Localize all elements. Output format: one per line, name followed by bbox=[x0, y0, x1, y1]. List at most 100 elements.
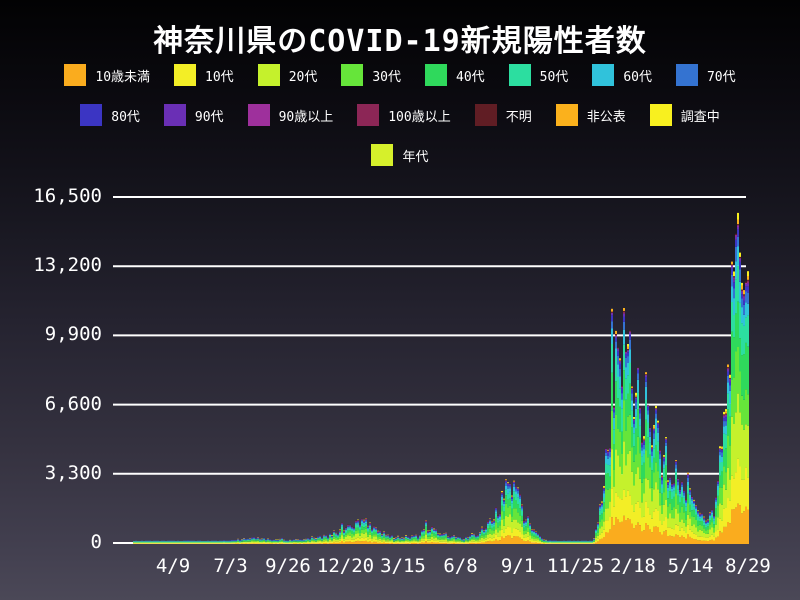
stack-segment bbox=[629, 362, 631, 384]
stack-segment bbox=[623, 308, 625, 311]
stack-segment bbox=[737, 347, 739, 394]
stack-segment bbox=[313, 543, 315, 544]
stack-segment bbox=[699, 536, 701, 541]
stack-segment bbox=[659, 451, 661, 453]
stack-segment bbox=[263, 542, 265, 544]
stack-segment bbox=[427, 535, 429, 537]
legend-label: 70代 bbox=[706, 69, 736, 85]
stack-segment bbox=[435, 540, 437, 543]
stack-segment bbox=[253, 538, 255, 540]
stack-segment bbox=[599, 506, 601, 507]
stack-segment bbox=[509, 486, 511, 489]
stack-segment bbox=[725, 472, 727, 490]
stack-segment bbox=[381, 541, 383, 543]
stack-segment bbox=[615, 341, 617, 349]
stack-segment bbox=[747, 276, 749, 280]
stack-segment bbox=[265, 543, 267, 544]
stack-segment bbox=[531, 542, 533, 544]
stack-segment bbox=[625, 399, 627, 431]
stack-segment bbox=[431, 536, 433, 540]
stack-segment bbox=[603, 489, 605, 491]
stack-segment bbox=[271, 543, 273, 544]
stack-segment bbox=[727, 368, 729, 370]
stack-segment bbox=[515, 508, 517, 520]
stack-segment bbox=[633, 419, 635, 420]
stack-segment bbox=[689, 492, 691, 495]
stack-segment bbox=[263, 541, 265, 543]
stack-segment bbox=[463, 541, 465, 543]
stack-segment bbox=[683, 530, 685, 538]
stack-segment bbox=[699, 517, 701, 519]
stack-segment bbox=[533, 534, 535, 537]
stack-segment bbox=[665, 452, 667, 466]
stack-segment bbox=[361, 533, 363, 538]
stack-segment bbox=[607, 449, 609, 451]
stack-segment bbox=[395, 541, 397, 543]
stack-segment bbox=[321, 539, 323, 541]
stack-segment bbox=[367, 528, 369, 530]
stack-segment bbox=[375, 530, 377, 532]
stack-segment bbox=[397, 541, 399, 543]
stack-segment bbox=[631, 387, 633, 389]
stack-segment bbox=[419, 541, 421, 543]
stack-segment bbox=[673, 529, 675, 537]
stack-segment bbox=[743, 296, 745, 298]
stack-segment bbox=[641, 465, 643, 483]
stack-segment bbox=[345, 532, 347, 535]
stack-segment bbox=[307, 540, 309, 541]
stack-segment bbox=[459, 538, 461, 540]
stack-segment bbox=[293, 543, 295, 544]
stack-segment bbox=[351, 529, 353, 531]
stack-segment bbox=[249, 541, 251, 543]
stack-segment bbox=[443, 535, 445, 537]
stack-segment bbox=[255, 540, 257, 542]
stack-segment bbox=[629, 349, 631, 363]
stack-segment bbox=[303, 542, 305, 543]
stack-segment bbox=[475, 539, 477, 541]
stack-segment bbox=[599, 510, 601, 516]
stack-segment bbox=[645, 478, 647, 502]
stack-segment bbox=[431, 531, 433, 534]
stack-segment bbox=[353, 539, 355, 542]
stack-segment bbox=[611, 410, 613, 450]
stack-segment bbox=[435, 531, 437, 533]
stack-segment bbox=[741, 285, 743, 290]
stack-segment bbox=[355, 524, 357, 528]
stack-segment bbox=[671, 518, 673, 529]
stack-segment bbox=[499, 530, 501, 537]
stack-segment bbox=[485, 532, 487, 535]
stack-segment bbox=[739, 256, 741, 259]
stack-segment bbox=[325, 542, 327, 543]
stack-segment bbox=[517, 489, 519, 491]
stack-segment bbox=[351, 539, 353, 542]
stack-segment bbox=[649, 514, 651, 530]
stack-segment bbox=[247, 541, 249, 542]
stack-segment bbox=[239, 542, 241, 544]
stack-segment bbox=[745, 283, 747, 287]
stack-segment bbox=[609, 465, 611, 477]
stack-segment bbox=[669, 485, 671, 492]
stack-segment bbox=[315, 543, 317, 544]
stack-segment bbox=[531, 530, 533, 532]
stack-segment bbox=[645, 374, 647, 376]
stack-segment bbox=[615, 381, 617, 415]
stack-segment bbox=[725, 425, 727, 435]
stack-segment bbox=[465, 543, 467, 544]
stack-segment bbox=[733, 298, 735, 315]
stack-segment bbox=[529, 541, 531, 544]
stack-segment bbox=[631, 390, 633, 394]
stack-segment bbox=[747, 282, 749, 284]
stack-segment bbox=[639, 413, 641, 419]
stack-segment bbox=[639, 425, 641, 438]
stack-segment bbox=[357, 522, 359, 524]
stack-segment bbox=[507, 499, 509, 508]
stack-segment bbox=[691, 538, 693, 544]
stack-segment bbox=[623, 441, 625, 490]
stack-segment bbox=[319, 537, 321, 538]
stack-segment bbox=[545, 541, 547, 543]
stack-segment bbox=[329, 542, 331, 544]
stack-segment bbox=[339, 532, 341, 534]
stack-segment bbox=[295, 541, 297, 542]
stack-segment bbox=[737, 301, 739, 347]
stack-segment bbox=[449, 540, 451, 541]
